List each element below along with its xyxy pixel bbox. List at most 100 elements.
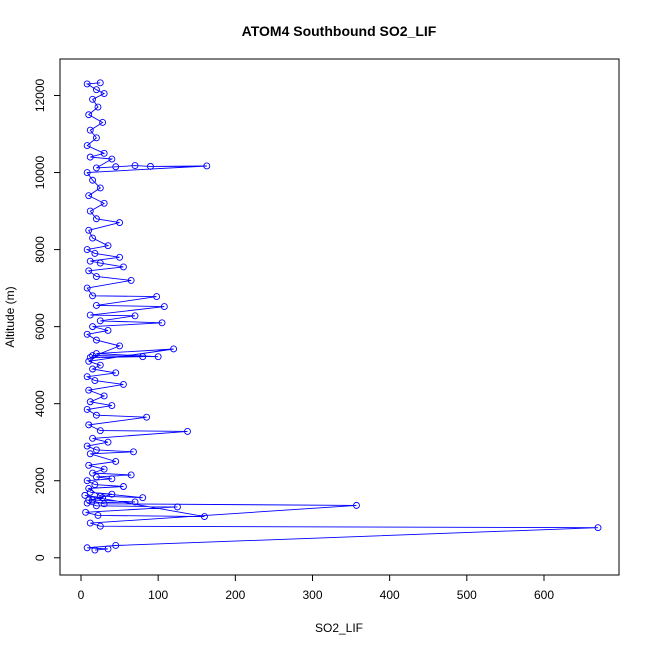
y-tick-label: 0 <box>33 554 47 561</box>
data-point <box>108 402 116 410</box>
data-point <box>100 500 108 508</box>
data-point <box>139 494 147 502</box>
data-point <box>127 276 135 284</box>
data-point <box>92 164 100 172</box>
data-point <box>86 450 94 458</box>
y-tick-label: 12000 <box>33 78 47 112</box>
data-point <box>153 293 161 301</box>
data-point <box>96 492 104 500</box>
data-point <box>86 311 94 319</box>
data-point <box>96 427 104 435</box>
data-point <box>94 511 102 519</box>
data-point <box>85 461 93 469</box>
data-point <box>184 427 191 435</box>
data-point <box>96 317 104 325</box>
x-tick-label: 0 <box>78 588 85 602</box>
data-point <box>96 79 104 87</box>
data-point <box>85 484 93 492</box>
data-point <box>96 361 104 369</box>
data-point <box>131 498 139 506</box>
data-point <box>86 398 94 406</box>
data-point <box>112 458 120 465</box>
data-point <box>104 545 112 553</box>
data-point <box>139 353 147 361</box>
data-point <box>92 273 100 280</box>
data-point <box>83 406 91 413</box>
data-point <box>91 546 99 554</box>
data-point <box>94 103 102 111</box>
data-point <box>83 373 91 381</box>
data-point <box>104 327 112 334</box>
data-point <box>83 169 91 176</box>
plot-frame <box>59 58 620 576</box>
data-point <box>91 249 99 257</box>
data-point <box>85 111 93 119</box>
data-point <box>85 421 93 429</box>
data-point <box>89 176 97 184</box>
data-point <box>83 246 91 254</box>
data-point <box>83 499 91 507</box>
data-point <box>83 80 91 88</box>
data-point <box>86 257 94 265</box>
data-point <box>100 392 108 400</box>
data-point <box>86 354 94 361</box>
data-point <box>158 319 166 327</box>
y-tick-label: 4000 <box>33 390 47 417</box>
data-point <box>91 481 99 489</box>
data-point <box>108 475 116 483</box>
x-tick-label: 200 <box>225 588 245 602</box>
data-point <box>89 469 97 477</box>
x-axis-label: SO2_LIF <box>315 621 363 635</box>
data-point <box>100 90 108 98</box>
data-point <box>174 503 181 511</box>
data-point <box>86 126 94 134</box>
data-point <box>96 259 104 267</box>
data-point <box>116 342 124 350</box>
data-point <box>92 301 100 309</box>
x-tick-label: 400 <box>380 588 400 602</box>
data-point <box>112 163 120 171</box>
data-point <box>86 207 94 215</box>
data-point <box>83 477 91 485</box>
data-point <box>96 184 104 192</box>
data-point <box>86 153 94 161</box>
data-point <box>91 377 99 385</box>
x-tick-label: 500 <box>457 588 477 602</box>
y-axis-label: Altitude (m) <box>3 286 17 347</box>
data-point <box>85 267 93 275</box>
data-point <box>83 330 91 338</box>
data-point <box>130 448 137 456</box>
x-tick-label: 100 <box>148 588 168 602</box>
data-point <box>83 284 91 292</box>
data-point <box>85 192 93 200</box>
data-point <box>83 142 91 150</box>
data-point <box>119 483 127 490</box>
data-point <box>104 242 112 250</box>
data-point <box>92 473 100 481</box>
data-point <box>96 522 104 530</box>
data-point <box>108 155 116 163</box>
data-point <box>100 199 108 207</box>
data-point <box>89 352 97 359</box>
data-point <box>92 134 100 142</box>
series-layer <box>81 79 602 554</box>
y-tick-label: 6000 <box>33 313 47 340</box>
data-point <box>112 542 120 549</box>
data-point <box>92 350 100 358</box>
x-axis: 0 100 200 300 400 500 600 <box>78 574 554 602</box>
data-point <box>100 149 108 157</box>
data-point <box>92 502 100 510</box>
data-point <box>85 226 93 234</box>
data-point <box>85 357 93 365</box>
data-point <box>119 380 127 388</box>
data-point <box>92 446 100 454</box>
data-point <box>89 234 97 242</box>
data-point <box>108 490 116 498</box>
data-point <box>92 411 100 419</box>
chart-title: ATOM4 Southbound SO2_LIF <box>242 23 437 39</box>
data-point <box>89 434 97 442</box>
data-point <box>146 162 154 170</box>
data-point <box>89 292 97 300</box>
data-point <box>89 365 97 373</box>
